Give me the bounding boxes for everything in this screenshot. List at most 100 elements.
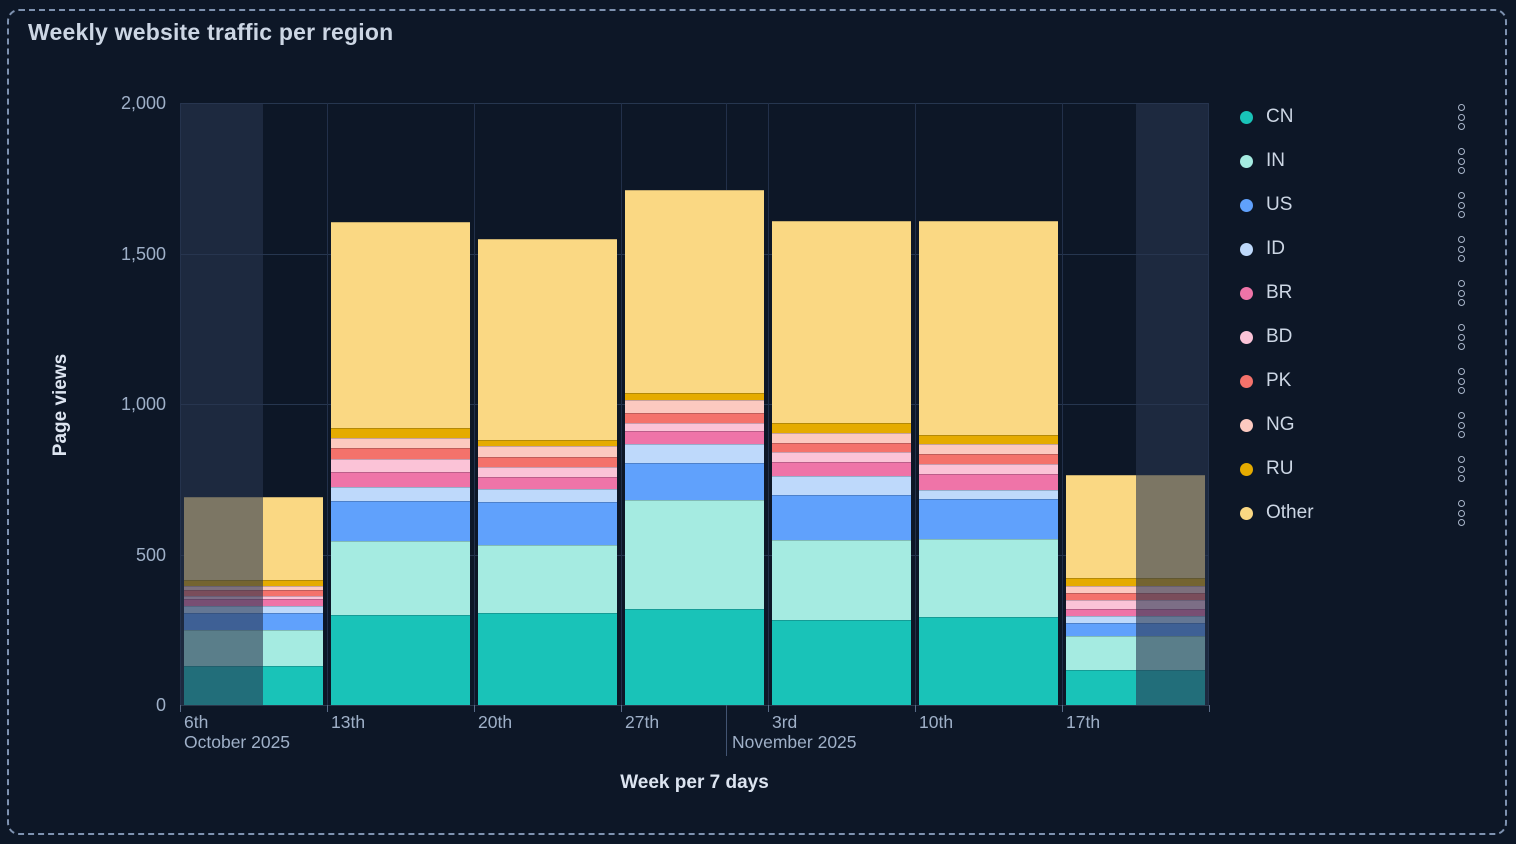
bar-segment-US-27th[interactable]: [625, 463, 764, 501]
x-tick-week-boundary: [327, 705, 328, 712]
legend-label-Other[interactable]: Other: [1266, 502, 1314, 523]
bar-segment-US-13th[interactable]: [331, 500, 470, 541]
bar-segment-ID-20th[interactable]: [478, 489, 617, 502]
legend-item-US[interactable]: US: [1240, 183, 1472, 227]
bar-segment-IN-20th[interactable]: [478, 544, 617, 614]
legend-item-options-IN-kebab-dots-vertical-icon[interactable]: [1450, 145, 1472, 177]
bar-segment-Other-10th[interactable]: [919, 221, 1058, 436]
bar-segment-CN-10th[interactable]: [919, 616, 1058, 705]
bar-segment-BD-10th[interactable]: [919, 463, 1058, 474]
x-tick-label-10th: 10th: [919, 712, 954, 732]
bar-segment-CN-27th[interactable]: [625, 608, 764, 705]
legend-color-dot-PK: [1240, 374, 1253, 388]
bar-segment-US-10th[interactable]: [919, 499, 1058, 539]
bar-segment-CN-13th[interactable]: [331, 614, 470, 705]
bar-segment-US-20th[interactable]: [478, 501, 617, 545]
bar-segment-BR-17th[interactable]: [1066, 609, 1205, 616]
legend-item-ID[interactable]: ID: [1240, 227, 1472, 271]
legend-item-options-RU-kebab-dots-vertical-icon[interactable]: [1450, 453, 1472, 485]
legend-item-BR[interactable]: BR: [1240, 271, 1472, 315]
bar-segment-PK-3rd[interactable]: [772, 443, 911, 452]
x-tick-week-boundary: [621, 705, 622, 712]
legend-item-options-Other-kebab-dots-vertical-icon[interactable]: [1450, 497, 1472, 529]
bar-segment-IN-3rd[interactable]: [772, 540, 911, 621]
legend-item-options-CN-kebab-dots-vertical-icon[interactable]: [1450, 101, 1472, 133]
bar-segment-NG-13th[interactable]: [331, 438, 470, 449]
bar-segment-Other-27th[interactable]: [625, 190, 764, 393]
legend-item-CN[interactable]: CN: [1240, 95, 1472, 139]
bar-segment-CN-3rd[interactable]: [772, 620, 911, 705]
legend-item-options-NG-kebab-dots-vertical-icon[interactable]: [1450, 409, 1472, 441]
legend-item-options-BD-kebab-dots-vertical-icon[interactable]: [1450, 321, 1472, 353]
legend-label-RU[interactable]: RU: [1266, 458, 1294, 479]
bar-segment-IN-27th[interactable]: [625, 500, 764, 609]
legend-label-PK[interactable]: PK: [1266, 370, 1292, 391]
bar-segment-BD-13th[interactable]: [331, 459, 470, 472]
bar-segment-RU-27th[interactable]: [625, 392, 764, 401]
legend-label-CN[interactable]: CN: [1266, 106, 1294, 127]
bar-segment-BD-27th[interactable]: [625, 422, 764, 432]
bar-segment-BD-20th[interactable]: [478, 466, 617, 477]
bar-segment-BR-20th[interactable]: [478, 476, 617, 490]
bar-segment-RU-17th[interactable]: [1066, 578, 1205, 586]
legend-label-IN[interactable]: IN: [1266, 150, 1285, 171]
legend-item-PK[interactable]: PK: [1240, 359, 1472, 403]
bar-segment-BR-3rd[interactable]: [772, 461, 911, 476]
bar-segment-Other-13th[interactable]: [331, 221, 470, 429]
bar-segment-IN-13th[interactable]: [331, 540, 470, 615]
bar-segment-ID-13th[interactable]: [331, 487, 470, 501]
legend-item-Other[interactable]: Other: [1240, 491, 1472, 535]
bar-segment-BD-3rd[interactable]: [772, 451, 911, 462]
x-tick-week-boundary: [1062, 705, 1063, 712]
y-tick-label-1,500: 1,500: [120, 243, 166, 264]
bar-segment-RU-20th[interactable]: [478, 439, 617, 447]
legend-color-dot-IN: [1240, 154, 1253, 168]
bar-segment-ID-17th[interactable]: [1066, 615, 1205, 624]
legend-item-options-PK-kebab-dots-vertical-icon[interactable]: [1450, 365, 1472, 397]
legend-item-IN[interactable]: IN: [1240, 139, 1472, 183]
legend-item-options-BR-kebab-dots-vertical-icon[interactable]: [1450, 277, 1472, 309]
kebab-dot-icon: [1457, 289, 1465, 297]
x-tick-week-boundary: [474, 705, 475, 712]
kebab-dot-icon: [1457, 113, 1465, 121]
legend-color-dot-ID: [1240, 242, 1253, 256]
bar-segment-PK-10th[interactable]: [919, 453, 1058, 464]
bar-segment-BR-27th[interactable]: [625, 431, 764, 445]
bar-segment-BD-17th[interactable]: [1066, 600, 1205, 610]
legend-label-US[interactable]: US: [1266, 194, 1293, 215]
bar-segment-RU-10th[interactable]: [919, 435, 1058, 444]
legend-label-ID[interactable]: ID: [1266, 238, 1285, 259]
legend-label-BR[interactable]: BR: [1266, 282, 1293, 303]
bar-segment-NG-27th[interactable]: [625, 400, 764, 413]
legend-item-options-ID-kebab-dots-vertical-icon[interactable]: [1450, 233, 1472, 265]
x-tick-week-boundary: [768, 705, 769, 712]
bar-segment-ID-3rd[interactable]: [772, 475, 911, 495]
bar-segment-NG-17th[interactable]: [1066, 585, 1205, 594]
bar-segment-ID-10th[interactable]: [919, 490, 1058, 500]
bar-segment-PK-27th[interactable]: [625, 412, 764, 423]
legend-item-RU[interactable]: RU: [1240, 447, 1472, 491]
bar-segment-BR-13th[interactable]: [331, 471, 470, 488]
legend-label-BD[interactable]: BD: [1266, 326, 1293, 347]
bar-segment-US-3rd[interactable]: [772, 494, 911, 541]
x-tick-week-boundary: [1209, 705, 1210, 712]
legend-label-NG[interactable]: NG: [1266, 414, 1295, 435]
bar-segment-PK-17th[interactable]: [1066, 593, 1205, 601]
bar-segment-Other-20th[interactable]: [478, 238, 617, 440]
bar-segment-IN-10th[interactable]: [919, 538, 1058, 617]
bar-segment-PK-13th[interactable]: [331, 448, 470, 460]
bar-segment-Other-3rd[interactable]: [772, 221, 911, 423]
legend-item-options-US-kebab-dots-vertical-icon[interactable]: [1450, 189, 1472, 221]
bar-segment-RU-3rd[interactable]: [772, 422, 911, 434]
bar-segment-BR-10th[interactable]: [919, 473, 1058, 491]
legend-item-NG[interactable]: NG: [1240, 403, 1472, 447]
bar-segment-NG-3rd[interactable]: [772, 433, 911, 444]
bar-segment-RU-13th[interactable]: [331, 428, 470, 439]
bar-segment-NG-20th[interactable]: [478, 446, 617, 458]
x-axis-line: [180, 705, 1209, 706]
bar-segment-CN-20th[interactable]: [478, 613, 617, 705]
legend-item-BD[interactable]: BD: [1240, 315, 1472, 359]
bar-segment-ID-27th[interactable]: [625, 444, 764, 464]
bar-segment-PK-20th[interactable]: [478, 457, 617, 467]
bar-segment-NG-10th[interactable]: [919, 443, 1058, 454]
